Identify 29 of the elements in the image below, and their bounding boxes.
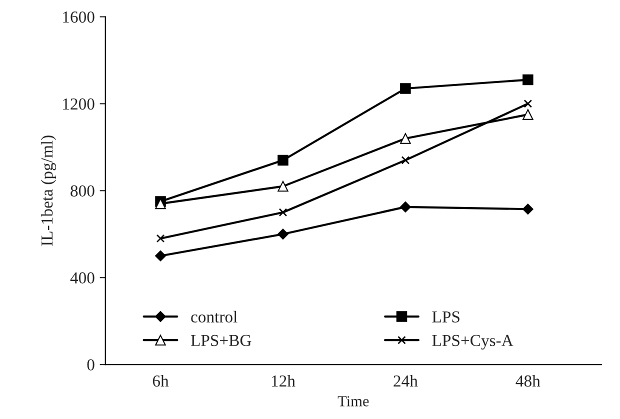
point [400,202,411,212]
x-tick-label: 6h [152,374,169,387]
point [522,204,534,215]
point [400,133,411,144]
x-tick-label: 12h [272,374,296,387]
point [400,83,411,94]
point [278,208,288,217]
y-tick-label: 1600 [63,11,94,23]
point [522,74,534,86]
x-tick-label: 24h [394,374,418,387]
x-axis-title: Time [338,396,369,406]
point [155,250,166,262]
legend-label: LPS+Cys-A [432,334,514,350]
y-axis-title: IL-1beta (pg/ml) [40,136,56,246]
legend-label: LPS+BG [190,334,252,346]
y-tick-label: 0 [87,359,94,370]
y-tick-label: 1200 [63,98,94,110]
point [278,154,288,166]
point [156,234,165,243]
point [401,156,410,164]
y-tick-label: 800 [70,185,94,197]
legend-label: control [191,310,238,323]
x-tick-label: 48h [516,374,540,387]
legend-label: LPS [432,311,460,323]
point [522,109,534,120]
point [278,228,288,240]
y-tick-label: 400 [70,272,94,284]
point [524,100,532,108]
point [278,180,288,192]
